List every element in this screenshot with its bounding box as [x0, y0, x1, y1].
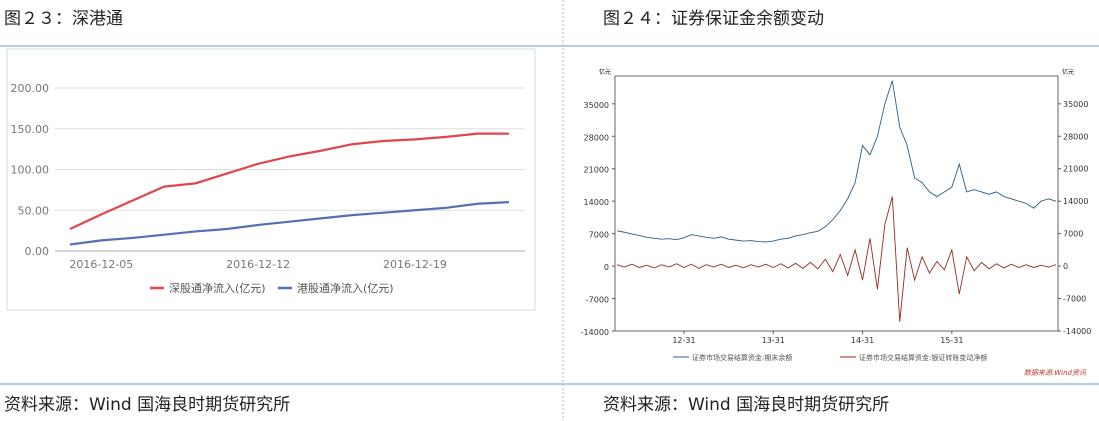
- y-label: 亿元: [599, 68, 611, 76]
- y2-tick-label: 21000: [1063, 165, 1088, 174]
- line: [616, 196, 1057, 322]
- plot-frame: [614, 75, 1059, 332]
- y-tick-label: -14000: [581, 328, 609, 337]
- y-tick-label: 0.00: [25, 245, 50, 258]
- y2-tick-label: 7000: [1063, 230, 1083, 239]
- y-tick-label: 35000: [584, 101, 609, 110]
- source: 资料来源：Wind 国海良时期货研究所: [4, 395, 290, 415]
- y2-tick-label: 0: [1063, 262, 1068, 271]
- y2-tick-label: 28000: [1063, 132, 1088, 141]
- y2-label: 亿元: [1062, 68, 1074, 76]
- y-tick-label: 50.00: [18, 204, 50, 217]
- x-tick-label: 2016-12-12: [226, 258, 290, 271]
- x-tick-label: 14-31: [851, 336, 874, 345]
- line: [69, 201, 510, 246]
- legend-label: 港股通净流入(亿元): [297, 281, 394, 295]
- legend-label: 深股通净流入(亿元): [169, 281, 266, 295]
- y2-tick-label: 35000: [1063, 100, 1088, 109]
- y-tick-label: 0: [604, 263, 609, 272]
- x-tick-label: 2016-12-05: [69, 258, 133, 271]
- y2-tick-label: 14000: [1063, 197, 1088, 206]
- caption: 图２３：深港通: [4, 9, 123, 29]
- source: 资料来源：Wind 国海良时期货研究所: [603, 395, 889, 415]
- x-tick-label: 13-31: [762, 336, 785, 345]
- y-tick-label: 28000: [584, 133, 609, 142]
- y-tick-label: 200.00: [11, 82, 50, 95]
- line: [616, 80, 1057, 243]
- y-tick-label: 100.00: [11, 164, 50, 177]
- caption: 图２４：证券保证金余额变动: [603, 9, 824, 29]
- x-tick-label: 2016-12-19: [383, 258, 447, 271]
- chart-frame: [6, 48, 536, 311]
- y-tick-label: 14000: [584, 198, 609, 207]
- y2-tick-label: -7000: [1063, 295, 1086, 304]
- x-tick-label: 15-31: [940, 336, 963, 345]
- y-tick-label: 150.00: [11, 123, 50, 136]
- x-tick-label: 12-31: [672, 336, 695, 345]
- y2-tick-label: -14000: [1063, 327, 1091, 336]
- y-tick-label: 7000: [589, 231, 609, 240]
- source-note: 数据来源:Wind资讯: [1024, 369, 1087, 377]
- legend-label: 证券市场交易结算资金:期末余额: [692, 353, 792, 362]
- line: [69, 132, 509, 230]
- legend-label: 证券市场交易结算资金:银证转账变动净额: [859, 353, 987, 362]
- y-tick-label: 21000: [584, 166, 609, 175]
- y-tick-label: -7000: [586, 296, 609, 305]
